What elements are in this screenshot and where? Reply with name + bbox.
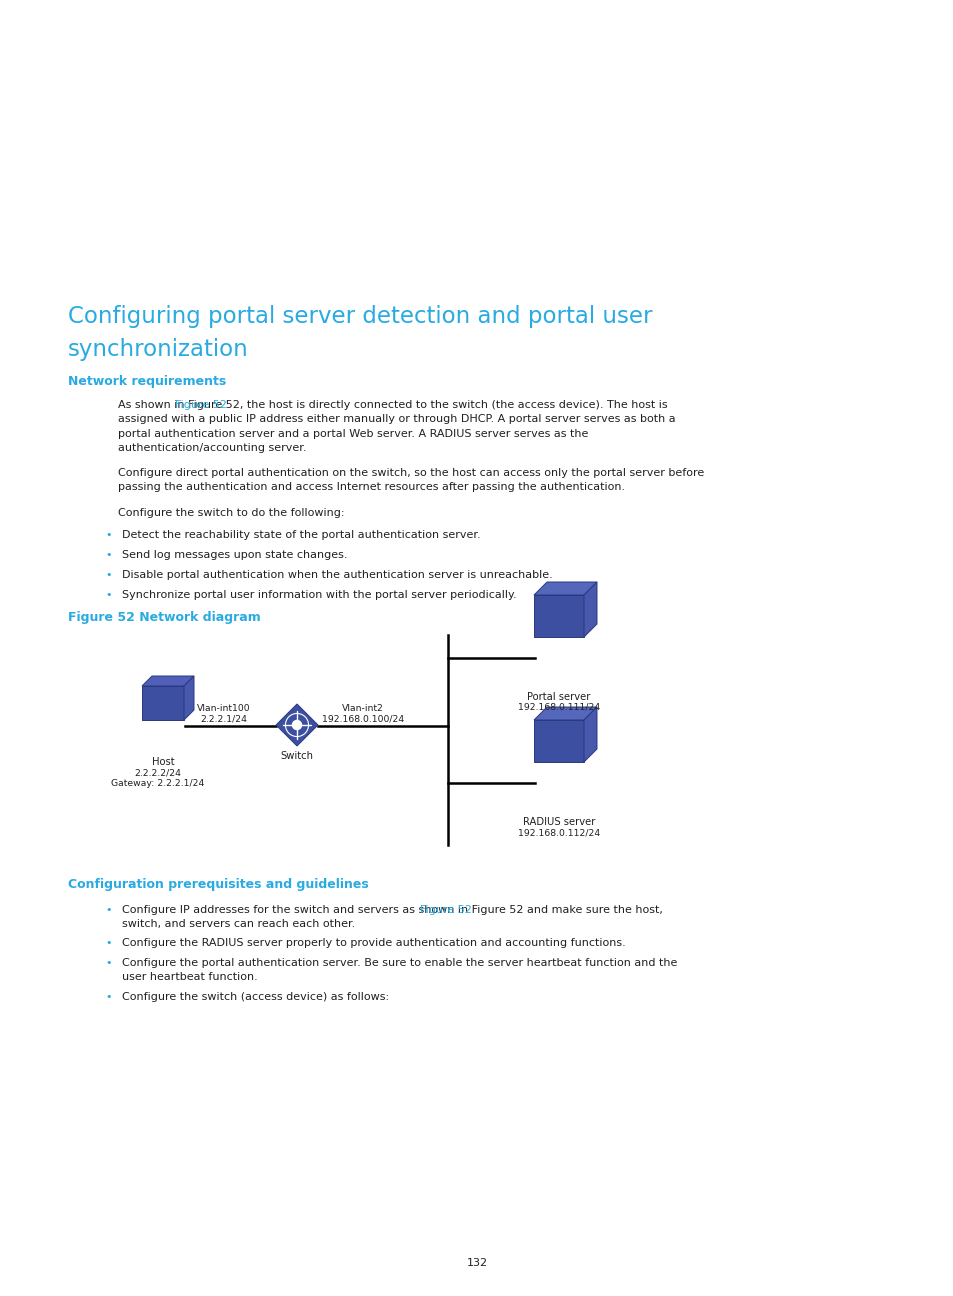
Text: •: • — [105, 590, 112, 600]
Text: 192.168.0.112/24: 192.168.0.112/24 — [517, 828, 599, 837]
Text: synchronization: synchronization — [68, 338, 249, 362]
Polygon shape — [534, 708, 597, 721]
Text: •: • — [105, 550, 112, 560]
Text: Configure IP addresses for the switch and servers as shown in Figure 52 and make: Configure IP addresses for the switch an… — [122, 905, 662, 929]
Text: Synchronize portal user information with the portal server periodically.: Synchronize portal user information with… — [122, 590, 517, 600]
Text: RADIUS server: RADIUS server — [522, 816, 595, 827]
Text: 132: 132 — [466, 1258, 487, 1267]
Text: Host: Host — [152, 757, 174, 767]
Text: Configure direct portal authentication on the switch, so the host can access onl: Configure direct portal authentication o… — [118, 468, 703, 492]
Polygon shape — [534, 595, 583, 638]
Text: Detect the reachability state of the portal authentication server.: Detect the reachability state of the por… — [122, 530, 480, 540]
Text: Vlan-int100: Vlan-int100 — [197, 704, 251, 713]
Text: •: • — [105, 938, 112, 947]
Text: Configuration prerequisites and guidelines: Configuration prerequisites and guidelin… — [68, 877, 369, 892]
Text: Configure the switch to do the following:: Configure the switch to do the following… — [118, 508, 344, 518]
Polygon shape — [184, 677, 193, 721]
Polygon shape — [534, 721, 583, 762]
Text: As shown in Figure 52, the host is directly connected to the switch (the access : As shown in Figure 52, the host is direc… — [118, 400, 675, 454]
Text: Send log messages upon state changes.: Send log messages upon state changes. — [122, 550, 347, 560]
Text: Configure the switch (access device) as follows:: Configure the switch (access device) as … — [122, 991, 389, 1002]
Polygon shape — [142, 686, 184, 721]
Text: Gateway: 2.2.2.1/24: Gateway: 2.2.2.1/24 — [112, 779, 205, 788]
Text: Figure 52: Figure 52 — [419, 905, 472, 915]
Polygon shape — [534, 582, 597, 595]
Text: Portal server: Portal server — [527, 692, 590, 702]
Text: Configure the RADIUS server properly to provide authentication and accounting fu: Configure the RADIUS server properly to … — [122, 938, 625, 947]
Text: •: • — [105, 991, 112, 1002]
Text: 2.2.2.1/24: 2.2.2.1/24 — [200, 714, 247, 723]
Text: 192.168.0.111/24: 192.168.0.111/24 — [517, 702, 599, 712]
Text: •: • — [105, 570, 112, 581]
Text: Figure 52: Figure 52 — [175, 400, 227, 410]
Text: •: • — [105, 905, 112, 915]
Polygon shape — [583, 708, 597, 762]
Polygon shape — [142, 677, 193, 686]
Text: 192.168.0.100/24: 192.168.0.100/24 — [321, 714, 404, 723]
Text: Vlan-int2: Vlan-int2 — [342, 704, 383, 713]
Text: •: • — [105, 530, 112, 540]
Text: •: • — [105, 958, 112, 968]
Text: 2.2.2.2/24: 2.2.2.2/24 — [134, 769, 181, 778]
Text: Disable portal authentication when the authentication server is unreachable.: Disable portal authentication when the a… — [122, 570, 552, 581]
Circle shape — [292, 719, 302, 730]
Text: Switch: Switch — [280, 750, 314, 761]
Polygon shape — [583, 582, 597, 638]
Text: Network requirements: Network requirements — [68, 375, 226, 388]
Polygon shape — [275, 704, 317, 746]
Text: Configure the portal authentication server. Be sure to enable the server heartbe: Configure the portal authentication serv… — [122, 958, 677, 982]
Text: Figure 52 Network diagram: Figure 52 Network diagram — [68, 610, 260, 623]
Text: Configuring portal server detection and portal user: Configuring portal server detection and … — [68, 305, 652, 328]
